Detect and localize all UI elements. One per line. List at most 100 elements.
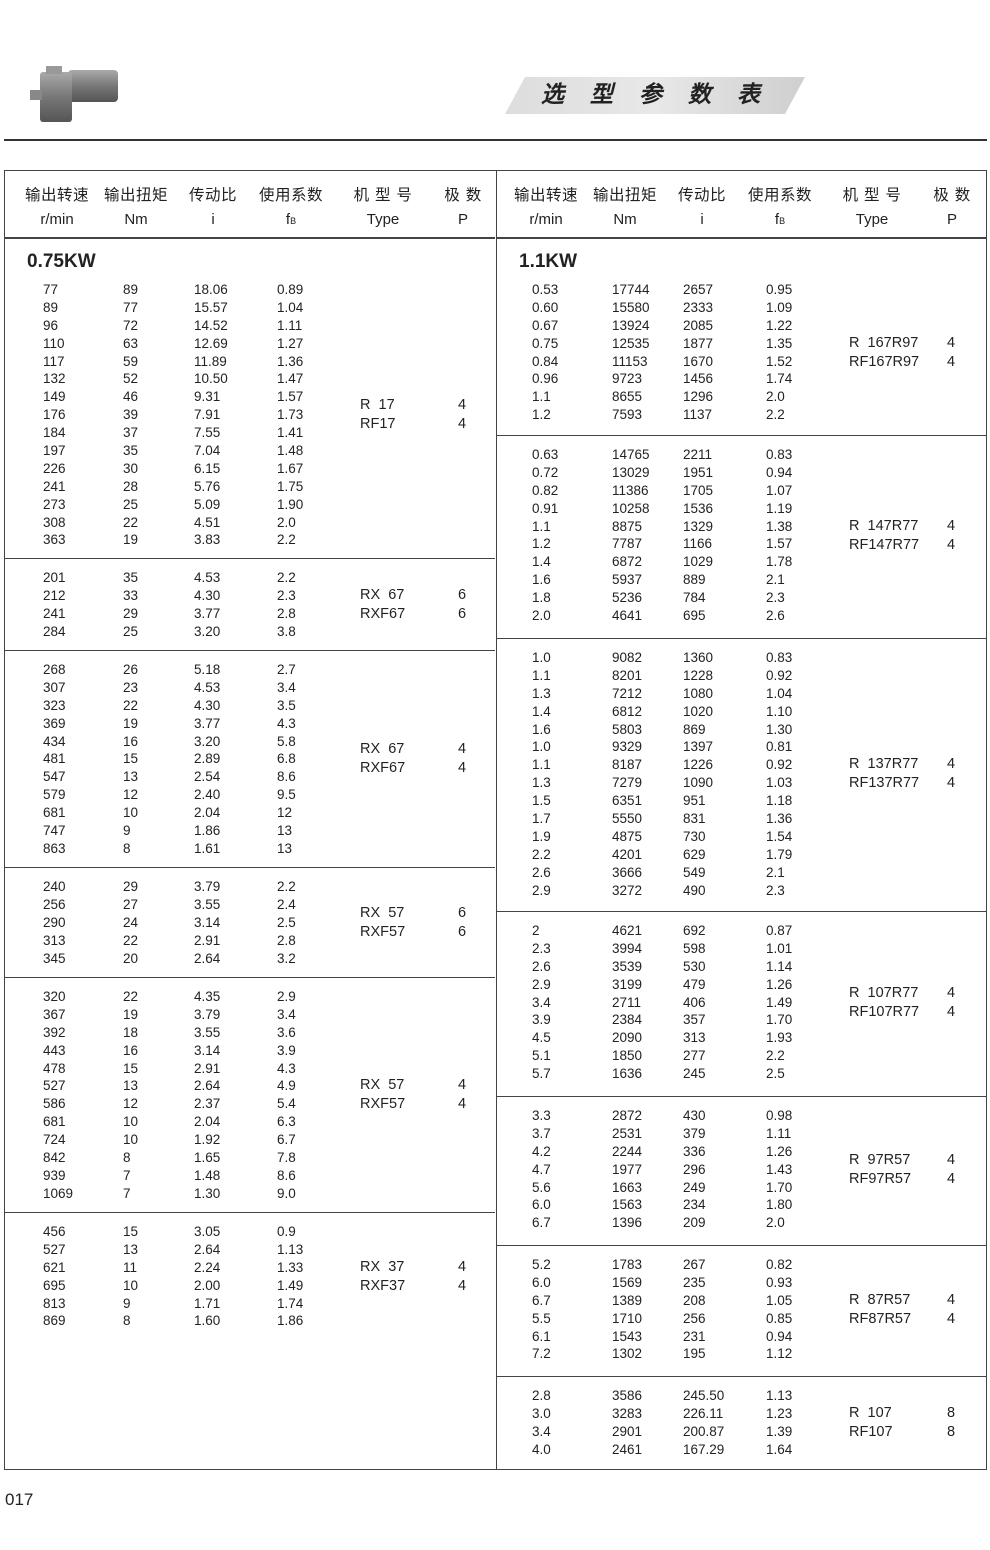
pole-count: 4 <box>947 1170 956 1187</box>
output-torque: 39 <box>123 407 139 423</box>
type-row: RX 57 4 <box>5 1076 495 1095</box>
service-factor: 2.2 <box>277 879 296 894</box>
service-factor: 2.5 <box>277 914 296 930</box>
output-speed: 747 <box>43 823 66 839</box>
service-factor: 2.7 <box>277 662 296 677</box>
ratio: 1226 <box>683 757 714 773</box>
table-row: 176 39 7.91 1.73 <box>5 406 495 424</box>
table-row: 0.60 15580 2333 1.09 <box>497 299 987 317</box>
output-torque: 72 <box>123 317 139 333</box>
model-group: 1.1KW 0.53 17744 2657 0.95 0.60 15580 2333 1.09 0… <box>497 239 987 436</box>
output-speed: 3.3 <box>532 1108 551 1123</box>
ratio: 234 <box>683 1197 706 1213</box>
model-group: 0.63 14765 2211 0.83 0.72 13029 1951 0.94 0.82 11… <box>497 436 987 639</box>
output-torque: 7593 <box>612 407 643 423</box>
ratio: 406 <box>683 994 706 1010</box>
table-row: 4.7 1977 296 1.43 <box>497 1161 987 1179</box>
table-row: 5.6 1663 249 1.70 <box>497 1179 987 1197</box>
service-factor: 0.93 <box>766 1274 793 1290</box>
table-row: 813 9 1.71 1.74 <box>5 1295 495 1313</box>
service-factor: 0.83 <box>766 650 793 665</box>
service-factor: 1.11 <box>277 317 303 333</box>
output-torque: 1850 <box>612 1048 643 1064</box>
table-row: 323 22 4.30 3.5 <box>5 697 495 715</box>
pole-count: 4 <box>458 1096 467 1113</box>
output-torque: 13 <box>123 1241 139 1257</box>
pole-count: 4 <box>947 517 956 534</box>
table-row: 241 28 5.76 1.75 <box>5 478 495 496</box>
model-type: R 137R77 4 RF137R77 4 <box>497 755 987 793</box>
column-header-unit: P <box>457 211 468 228</box>
table-row: 1.6 5803 869 1.30 <box>497 721 987 739</box>
output-speed: 2.9 <box>532 976 551 992</box>
pole-count: 4 <box>947 1310 956 1327</box>
service-factor: 0.83 <box>766 447 793 462</box>
ratio: 1.48 <box>194 1167 221 1183</box>
pole-count: 4 <box>947 1291 956 1308</box>
output-torque: 59 <box>123 353 139 369</box>
output-speed: 5.6 <box>532 1179 551 1195</box>
ratio: 695 <box>683 608 706 624</box>
model-group: 268 26 5.18 2.7 307 23 4.53 3.4 323 22 4.30 3.5 369 1… <box>5 651 495 868</box>
output-torque: 9 <box>123 823 131 839</box>
pole-count: 8 <box>947 1423 956 1440</box>
service-factor: 1.35 <box>766 335 793 351</box>
output-speed: 456 <box>43 1224 66 1239</box>
output-torque: 3283 <box>612 1405 643 1421</box>
table-row: 1.0 9082 1360 0.83 <box>497 649 987 667</box>
table-row: 240 29 3.79 2.2 <box>5 878 495 896</box>
output-speed: 240 <box>43 879 66 894</box>
table-row: 308 22 4.51 2.0 <box>5 514 495 532</box>
output-speed: 241 <box>43 605 66 621</box>
model-type: R 17 4 RF17 4 <box>5 396 495 434</box>
table-row: 1.4 6812 1020 1.10 <box>497 703 987 721</box>
output-torque: 27 <box>123 896 139 912</box>
column-header-unit: r/min <box>529 211 563 228</box>
output-speed: 3.0 <box>532 1405 551 1421</box>
table-row: 1.4 6872 1029 1.78 <box>497 553 987 571</box>
ratio: 2657 <box>683 282 714 297</box>
output-torque: 37 <box>123 425 139 441</box>
output-speed: 481 <box>43 751 66 767</box>
output-speed: 1.2 <box>532 407 551 423</box>
output-torque: 63 <box>123 335 139 351</box>
output-speed: 256 <box>43 896 66 912</box>
table-row: 4.2 2244 336 1.26 <box>497 1143 987 1161</box>
pole-count: 4 <box>947 756 956 773</box>
table-row: 2 4621 692 0.87 <box>497 922 987 940</box>
table-row: 1.1 8875 1329 1.38 <box>497 518 987 536</box>
type-row: RF107 8 <box>497 1423 987 1442</box>
ratio: 18.06 <box>194 282 228 297</box>
ratio: 208 <box>683 1292 706 1308</box>
table-row: 3.4 2901 200.87 1.39 <box>497 1423 987 1441</box>
output-torque: 3994 <box>612 940 643 956</box>
output-speed: 363 <box>43 532 66 548</box>
model-group: 320 22 4.35 2.9 367 19 3.79 3.4 392 18 3.55 3.6 443 1… <box>5 978 495 1213</box>
power-rating: 0.75KW <box>27 251 96 272</box>
column-header-unit: fB <box>285 211 297 228</box>
output-speed: 0.84 <box>532 353 559 369</box>
ratio: 1166 <box>683 536 713 552</box>
type-name: RF147R77 <box>849 536 920 553</box>
output-speed: 681 <box>43 1114 66 1130</box>
service-factor: 1.52 <box>766 353 793 369</box>
output-torque: 1563 <box>612 1197 643 1213</box>
output-speed: 586 <box>43 1096 66 1112</box>
output-torque: 10 <box>123 805 139 821</box>
output-torque: 9723 <box>612 371 643 387</box>
output-speed: 0.82 <box>532 482 559 498</box>
table-row: 2.9 3199 479 1.26 <box>497 976 987 994</box>
output-speed: 6.0 <box>532 1197 551 1213</box>
ratio: 598 <box>683 940 706 956</box>
output-torque: 35 <box>123 570 139 585</box>
table-row: 939 7 1.48 8.6 <box>5 1167 495 1185</box>
service-factor: 1.43 <box>766 1161 793 1177</box>
output-speed: 527 <box>43 1078 66 1094</box>
service-factor: 8.6 <box>277 769 296 785</box>
output-speed: 268 <box>43 662 66 677</box>
output-torque: 22 <box>123 514 139 530</box>
output-torque: 29 <box>123 879 139 894</box>
ratio: 1397 <box>683 739 714 755</box>
table-row: 1.7 5550 831 1.36 <box>497 810 987 828</box>
type-name: R 107 <box>849 1404 892 1421</box>
